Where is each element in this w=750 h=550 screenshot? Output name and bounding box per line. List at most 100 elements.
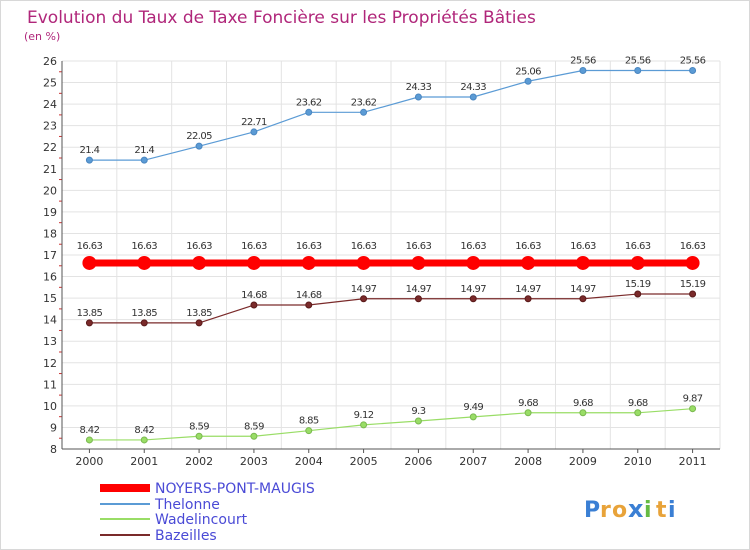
data-label: 13.85 (77, 308, 103, 319)
data-point (689, 66, 697, 74)
x-tick-label: 2002 (185, 455, 213, 468)
data-label: 25.06 (515, 66, 541, 77)
data-point (195, 432, 203, 440)
data-point (140, 436, 148, 444)
data-label: 16.63 (680, 241, 706, 252)
y-tick-label: 9 (50, 421, 57, 434)
data-label: 16.63 (406, 241, 432, 252)
legend-label: Wadelincourt (155, 512, 248, 528)
data-point (140, 319, 148, 327)
data-label: 13.85 (186, 308, 212, 319)
data-label: 8.85 (299, 416, 319, 427)
data-point (579, 66, 587, 74)
x-tick-label: 2008 (514, 455, 542, 468)
data-point (137, 255, 152, 270)
data-label: 9.68 (628, 398, 648, 409)
data-label: 14.97 (570, 284, 596, 295)
data-point (630, 255, 645, 270)
data-point (524, 295, 532, 303)
data-point (360, 421, 368, 429)
y-tick-label: 24 (43, 98, 57, 111)
series-thelonne: 21.4 21.4 22.05 22.71 23.62 23.62 24.33 24.33 25… (79, 55, 706, 164)
data-label: 22.71 (241, 117, 267, 128)
y-tick-label: 25 (43, 77, 57, 90)
x-tick-label: 2007 (459, 455, 487, 468)
data-label: 14.97 (515, 284, 541, 295)
data-label: 8.59 (244, 421, 264, 432)
data-point (356, 255, 371, 270)
data-label: 25.56 (570, 55, 596, 66)
data-label: 16.63 (131, 241, 157, 252)
data-label: 25.56 (625, 55, 651, 66)
data-point (301, 255, 316, 270)
series-wadelincourt: 8.42 8.42 8.59 8.59 8.85 9.12 9.3 9.49 9.68 9.68 9… (79, 394, 703, 444)
data-point (85, 436, 93, 444)
x-tick-label: 2001 (130, 455, 158, 468)
data-label: 23.62 (351, 97, 377, 108)
legend-label: NOYERS-PONT-MAUGIS (155, 481, 315, 497)
logo-letter: o (612, 498, 627, 523)
data-point (634, 409, 642, 417)
data-point (246, 255, 261, 270)
data-point (579, 295, 587, 303)
data-label: 9.12 (354, 410, 374, 421)
data-label: 14.97 (460, 284, 486, 295)
x-tick-label: 2006 (404, 455, 432, 468)
y-tick-label: 26 (43, 55, 57, 68)
data-point (466, 255, 481, 270)
data-point (305, 108, 313, 116)
x-tick-label: 2010 (624, 455, 652, 468)
y-tick-label: 10 (43, 400, 57, 413)
data-label: 14.68 (241, 290, 267, 301)
data-label: 24.33 (460, 82, 486, 93)
data-point (411, 255, 426, 270)
y-axis-unit: (en %) (24, 30, 60, 43)
series-noyers-pont-maugis: 16.63 16.63 16.63 16.63 16.63 16.63 16.63 16.63… (77, 241, 706, 270)
data-label: 16.63 (241, 241, 267, 252)
data-label: 8.42 (79, 425, 99, 436)
y-tick-label: 20 (43, 184, 57, 197)
data-label: 13.85 (131, 308, 157, 319)
series-line (89, 69, 693, 161)
series-group: 16.63 16.63 16.63 16.63 16.63 16.63 16.63 16.63… (77, 55, 706, 444)
data-label: 16.63 (77, 241, 103, 252)
data-point (192, 255, 207, 270)
data-point (195, 142, 203, 150)
x-tick-label: 2003 (240, 455, 268, 468)
y-tick-label: 15 (43, 292, 57, 305)
x-tick-label: 2009 (569, 455, 597, 468)
data-label: 15.19 (625, 279, 651, 290)
data-label: 9.49 (463, 402, 483, 413)
y-tick-label: 17 (43, 249, 57, 262)
legend-label: Bazeilles (155, 528, 217, 544)
y-tick-label: 11 (43, 378, 57, 391)
y-tick-label: 21 (43, 163, 57, 176)
y-tick-label: 14 (43, 314, 57, 327)
logo-letter: P (584, 498, 600, 523)
data-label: 8.42 (134, 425, 154, 436)
series-line (89, 293, 693, 324)
data-label: 14.68 (296, 290, 322, 301)
chart-title: Evolution du Taux de Taxe Foncière sur l… (27, 8, 536, 28)
data-point (634, 290, 642, 298)
y-tick-label: 22 (43, 141, 57, 154)
y-tick-label: 8 (50, 443, 57, 456)
logo-letter: i (644, 498, 652, 523)
data-label: 24.33 (406, 82, 432, 93)
legend-label: Thelonne (154, 497, 220, 513)
data-label: 15.19 (680, 279, 706, 290)
data-point (689, 405, 697, 413)
data-point (524, 409, 532, 417)
data-label: 23.62 (296, 97, 322, 108)
y-tick-label: 19 (43, 206, 57, 219)
y-tick-label: 16 (43, 271, 57, 284)
data-point (575, 255, 590, 270)
data-label: 16.63 (296, 241, 322, 252)
y-tick-label: 23 (43, 120, 57, 133)
data-label: 16.63 (515, 241, 541, 252)
data-point (140, 156, 148, 164)
data-point (414, 417, 422, 425)
y-tick-label: 12 (43, 357, 57, 370)
